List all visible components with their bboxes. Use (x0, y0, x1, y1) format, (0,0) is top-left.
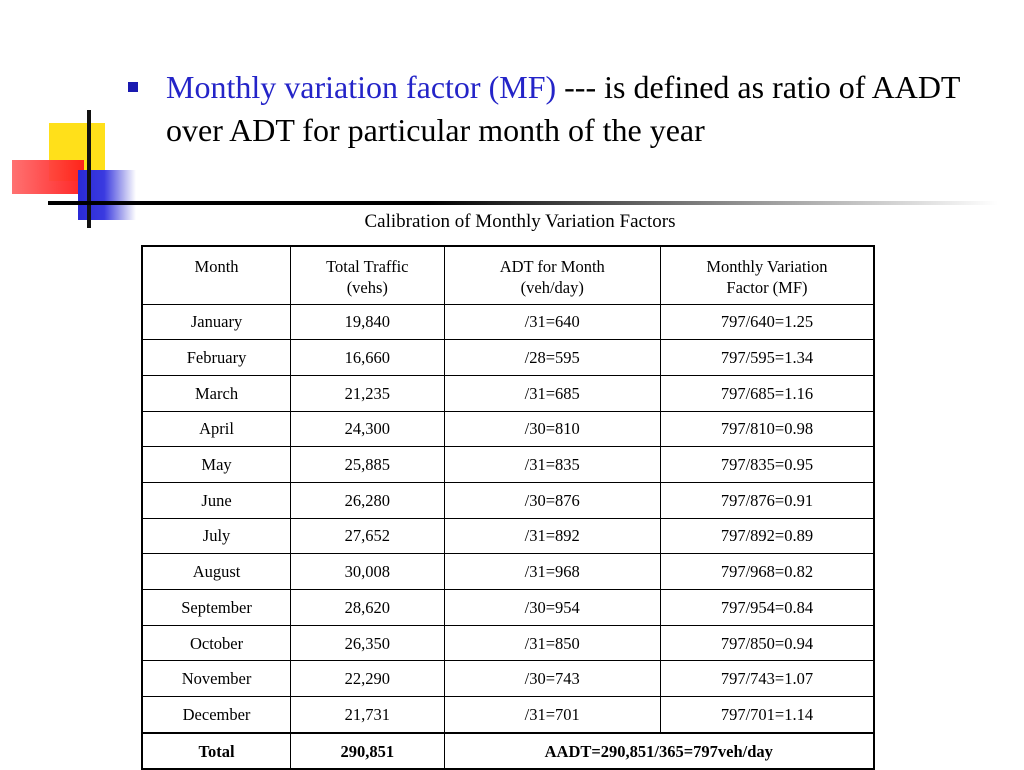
cell-mf: 797/701=1.14 (659, 696, 875, 734)
cell-mf: 797/850=0.94 (659, 624, 875, 662)
cell-traffic: 30,008 (290, 553, 445, 590)
cell-traffic: 22,290 (290, 660, 445, 698)
cell-month: February (141, 339, 292, 376)
total-label: Total (141, 731, 292, 770)
table-row: February 16,660 /28=595 797/595=1.34 (141, 339, 875, 376)
cell-mf: 797/892=0.89 (659, 517, 875, 555)
table-total-row: Total 290,851 AADT=290,851/365=797veh/da… (141, 731, 875, 770)
table-row: September 28,620 /30=954 797/954=0.84 (141, 589, 875, 626)
cell-traffic: 19,840 (290, 303, 445, 341)
cell-month: September (141, 589, 292, 626)
cell-mf: 797/876=0.91 (659, 481, 875, 519)
cell-adt: /30=954 (443, 589, 661, 626)
cell-adt: /31=892 (443, 517, 661, 555)
cell-mf: 797/743=1.07 (659, 660, 875, 698)
total-traffic: 290,851 (290, 731, 445, 770)
header-total-traffic-line1: Total Traffic (326, 257, 409, 276)
total-aadt: AADT=290,851/365=797veh/day (443, 731, 875, 770)
table-row: July 27,652 /31=892 797/892=0.89 (141, 517, 875, 555)
header-adt-line1: ADT for Month (499, 257, 605, 276)
cell-traffic: 16,660 (290, 339, 445, 376)
cell-traffic: 26,350 (290, 624, 445, 662)
header-mf-line1: Monthly Variation (706, 257, 828, 276)
cell-mf: 797/640=1.25 (659, 303, 875, 341)
bullet-definition-text: --- is defined as ratio of AADT over ADT… (166, 69, 960, 148)
cell-adt: /31=968 (443, 553, 661, 590)
cell-adt: /31=640 (443, 303, 661, 341)
cell-month: November (141, 660, 292, 698)
table-caption: Calibration of Monthly Variation Factors (364, 211, 676, 232)
header-mf: Monthly Variation Factor (MF) (659, 245, 875, 305)
cell-adt: /31=835 (443, 446, 661, 483)
header-month-line1: Month (194, 257, 239, 276)
table-row: November 22,290 /30=743 797/743=1.07 (141, 660, 875, 698)
cell-adt: /30=876 (443, 481, 661, 519)
cell-adt: /31=850 (443, 624, 661, 662)
cell-traffic: 28,620 (290, 589, 445, 626)
header-total-traffic: Total Traffic (vehs) (290, 245, 445, 305)
bullet-square-icon (128, 82, 138, 92)
cell-month: May (141, 446, 292, 483)
cell-adt: /31=701 (443, 696, 661, 734)
cell-adt: /30=743 (443, 660, 661, 698)
logo-red-bar (12, 160, 84, 194)
cell-adt: /31=685 (443, 374, 661, 412)
table-row: April 24,300 /30=810 797/810=0.98 (141, 410, 875, 448)
table-row: August 30,008 /31=968 797/968=0.82 (141, 553, 875, 590)
cell-mf: 797/685=1.16 (659, 374, 875, 412)
cell-mf: 797/835=0.95 (659, 446, 875, 483)
table-row: May 25,885 /31=835 797/835=0.95 (141, 446, 875, 483)
monthly-variation-table: Month Total Traffic (vehs) ADT for Month… (141, 245, 875, 770)
header-adt: ADT for Month (veh/day) (443, 245, 661, 305)
cell-adt: /30=810 (443, 410, 661, 448)
table-row: December 21,731 /31=701 797/701=1.14 (141, 696, 875, 734)
cell-traffic: 24,300 (290, 410, 445, 448)
cell-mf: 797/954=0.84 (659, 589, 875, 626)
cell-month: June (141, 481, 292, 519)
header-mf-line2: Factor (MF) (726, 278, 808, 297)
table-row: October 26,350 /31=850 797/850=0.94 (141, 624, 875, 662)
header-total-traffic-line2: (vehs) (346, 278, 388, 297)
cell-traffic: 25,885 (290, 446, 445, 483)
cell-traffic: 26,280 (290, 481, 445, 519)
cell-month: January (141, 303, 292, 341)
cell-mf: 797/968=0.82 (659, 553, 875, 590)
bullet-term: Monthly variation factor (MF) (166, 69, 557, 105)
cell-mf: 797/595=1.34 (659, 339, 875, 376)
logo-vertical-line (87, 110, 91, 228)
cell-month: July (141, 517, 292, 555)
cell-month: August (141, 553, 292, 590)
title-underline (48, 201, 998, 205)
cell-month: March (141, 374, 292, 412)
table-row: January 19,840 /31=640 797/640=1.25 (141, 303, 875, 341)
cell-month: April (141, 410, 292, 448)
header-month: Month (141, 245, 292, 305)
table-row: March 21,235 /31=685 797/685=1.16 (141, 374, 875, 412)
header-adt-line2: (veh/day) (520, 278, 584, 297)
cell-adt: /28=595 (443, 339, 661, 376)
bullet-definition: Monthly variation factor (MF) --- is def… (166, 66, 966, 152)
cell-traffic: 21,235 (290, 374, 445, 412)
cell-month: December (141, 696, 292, 734)
table-header-row: Month Total Traffic (vehs) ADT for Month… (141, 245, 875, 305)
cell-month: October (141, 624, 292, 662)
cell-traffic: 27,652 (290, 517, 445, 555)
slide-logo-graphic (0, 0, 160, 240)
table-row: June 26,280 /30=876 797/876=0.91 (141, 481, 875, 519)
cell-mf: 797/810=0.98 (659, 410, 875, 448)
cell-traffic: 21,731 (290, 696, 445, 734)
